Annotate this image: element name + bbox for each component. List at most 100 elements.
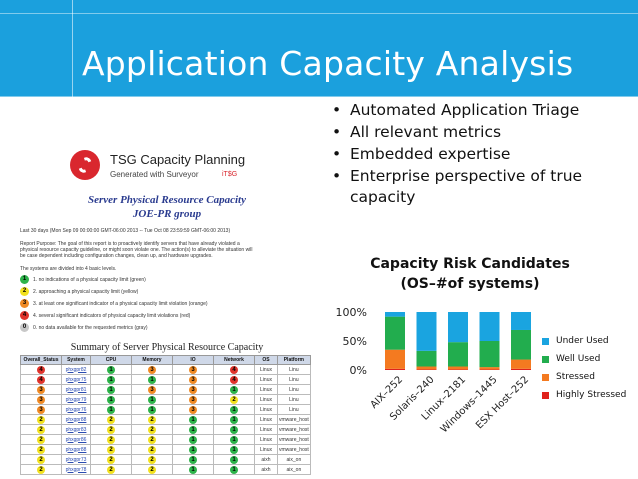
status-dot-icon: 2 [107,455,115,464]
bar-segment [479,367,500,370]
report-group: JOE-PR group [132,208,202,220]
status-dot-icon: 1 [107,405,115,414]
status-dot-icon: 1 [230,385,238,394]
status-dot-icon: 3 [189,395,197,404]
status-cell: 1 [213,424,255,435]
status-dot-icon: 2 [148,435,156,444]
platform-cell: vmware_host [277,414,311,425]
os-cell: aixh [254,454,278,465]
status-cell: 3 [131,384,173,395]
column-header: IO [172,355,214,365]
bar-segment [479,341,500,368]
status-cell: 3 [20,384,62,395]
status-dot-icon: 2 [37,435,45,444]
system-link[interactable]: phxgpr73 [61,454,91,465]
os-cell: Linux [254,424,278,435]
status-cell: 3 [172,364,214,375]
report-tsg-mark: iT$G [222,171,238,178]
system-link[interactable]: phxgpr82 [61,364,91,375]
platform-cell: Linu [277,374,311,385]
bar-segment [511,368,531,370]
report-header: TSG Capacity Planning Generated with Sur… [70,150,250,184]
bar-segment [416,369,437,370]
status-dot-icon: 1 [189,465,197,474]
level-legend-item: 1 1. no indications of a physical capacit… [20,275,146,285]
status-dot-icon: 2 [230,395,238,404]
system-link[interactable]: phxgpr88 [61,414,91,425]
status-cell: 2 [90,444,132,455]
status-dot-icon: 2 [37,445,45,454]
system-link[interactable]: phxgpr81 [61,384,91,395]
status-cell: 2 [131,414,173,425]
status-dot-icon: 2 [37,465,45,474]
status-cell: 1 [90,374,132,385]
chart-legend: Under Used Well Used Stressed Highly Stress… [542,336,626,408]
status-cell: 1 [172,424,214,435]
os-cell: Linux [254,414,278,425]
table-row: 2 phxgpr88 2 2 1 1 Linux vmware_host [20,444,311,455]
status-cell: 1 [172,454,214,465]
table-row: 4 phxgpr82 1 3 3 4 Linux Linu [20,364,311,375]
status-cell: 2 [131,424,173,435]
status-cell: 2 [20,434,62,445]
system-link[interactable]: phxgpr83 [61,424,91,435]
y-tick-label: 0% [350,364,367,377]
status-cell: 1 [90,404,132,415]
system-link[interactable]: phxgpr75 [61,374,91,385]
status-dot-icon: 3 [189,385,197,394]
system-link[interactable]: phxgpr79 [61,394,91,405]
status-dot-icon: 2 [20,287,29,296]
system-link[interactable]: phxgpr76 [61,404,91,415]
status-dot-icon: 1 [230,465,238,474]
status-dot-icon: 1 [148,405,156,414]
status-dot-icon: 2 [107,435,115,444]
level-legend-item: 0 0. no data available for the requested … [20,323,148,333]
status-cell: 3 [172,374,214,385]
status-dot-icon: 2 [148,465,156,474]
status-cell: 1 [213,384,255,395]
status-dot-icon: 3 [148,365,156,374]
x-tick-label: Windows–1445 [439,374,500,435]
status-cell: 2 [90,454,132,465]
os-cell: Linux [254,444,278,455]
status-dot-icon: 2 [148,415,156,424]
status-cell: 1 [172,414,214,425]
status-cell: 3 [20,394,62,405]
os-cell: Linux [254,434,278,445]
status-dot-icon: 2 [107,445,115,454]
status-dot-icon: 1 [230,405,238,414]
status-cell: 1 [131,394,173,405]
bar-segment [448,369,468,370]
system-link[interactable]: phxgpr88 [61,444,91,455]
bar-segment [385,349,405,369]
system-link[interactable]: phxgpr86 [61,434,91,445]
legend-label: Under Used [556,336,609,346]
level-description: at least one significant indicator of a … [38,300,208,307]
legend-label: Stressed [556,372,595,382]
report-thumbnail: TSG Capacity Planning Generated with Sur… [18,138,316,478]
status-cell: 2 [20,424,62,435]
report-table-title: Summary of Server Physical Resource Capa… [70,342,264,353]
status-cell: 2 [90,434,132,445]
level-description: approaching a physical capacity limit (y… [38,288,139,295]
status-cell: 2 [20,454,62,465]
table-row: 3 phxgpr76 1 1 3 1 Linux Linu [20,404,311,415]
system-link[interactable]: phxgpr78 [61,464,91,475]
report-purpose-line: physical resource capacity guideline, or… [20,247,253,253]
status-dot-icon: 3 [20,299,29,308]
platform-cell: vmware_host [277,444,311,455]
bar-segment [479,312,500,341]
surveyor-logo-icon [70,150,100,180]
platform-cell: aix_on [277,454,311,465]
table-row: 2 phxgpr83 2 2 1 1 Linux vmware_host [20,424,311,435]
bar-segment [416,312,437,351]
status-dot-icon: 2 [37,455,45,464]
status-dot-icon: 2 [148,425,156,434]
status-cell: 3 [172,394,214,405]
level-number: 4. [33,312,39,319]
level-number: 1. [33,276,39,283]
status-dot-icon: 1 [189,425,197,434]
status-dot-icon: 1 [230,425,238,434]
level-legend-item: 2 2. approaching a physical capacity limi… [20,287,138,297]
status-cell: 4 [213,364,255,375]
